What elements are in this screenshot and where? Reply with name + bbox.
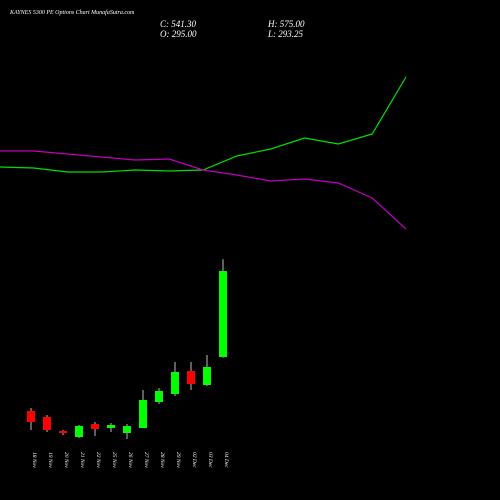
candle-body — [27, 411, 35, 423]
x-tick-label: 04 Dec — [223, 452, 230, 468]
x-tick-label: 18 Nov — [31, 452, 37, 468]
candle-body — [187, 371, 195, 384]
candle-body — [139, 400, 147, 428]
ohlc-label: L: 293.25 — [267, 29, 304, 39]
x-tick-label: 27 Nov — [143, 452, 149, 468]
x-tick-label: 21 Nov — [79, 452, 85, 468]
x-tick-label: 22 Nov — [95, 452, 101, 468]
chart-title: KAYNES 5300 PE Options Chart MunafaSutra… — [9, 9, 135, 16]
candle-body — [91, 424, 99, 429]
x-tick-label: 02 Dec — [191, 452, 197, 468]
ohlc-label: O: 295.00 — [160, 29, 197, 39]
x-tick-label: 03 Dec — [207, 452, 213, 468]
candle-body — [171, 372, 179, 395]
x-tick-label: 20 Nov — [63, 452, 69, 468]
x-tick-label: 25 Nov — [111, 452, 117, 468]
x-tick-label: 29 Nov — [175, 452, 181, 468]
ohlc-label: C: 541.30 — [160, 19, 197, 29]
candle-body — [75, 425, 83, 438]
candle-body — [59, 430, 67, 434]
candle-body — [123, 425, 131, 434]
candle-body — [203, 366, 211, 386]
x-tick-label: 28 Nov — [159, 452, 165, 468]
candle-body — [107, 424, 115, 428]
candle-body — [43, 416, 51, 430]
ohlc-label: H: 575.00 — [267, 19, 305, 29]
candle-body — [219, 271, 227, 358]
candle-body — [155, 391, 163, 403]
x-tick-label: 19 Nov — [47, 452, 53, 468]
indicator-line — [0, 150, 407, 230]
x-tick-label: 26 Nov — [127, 452, 133, 468]
